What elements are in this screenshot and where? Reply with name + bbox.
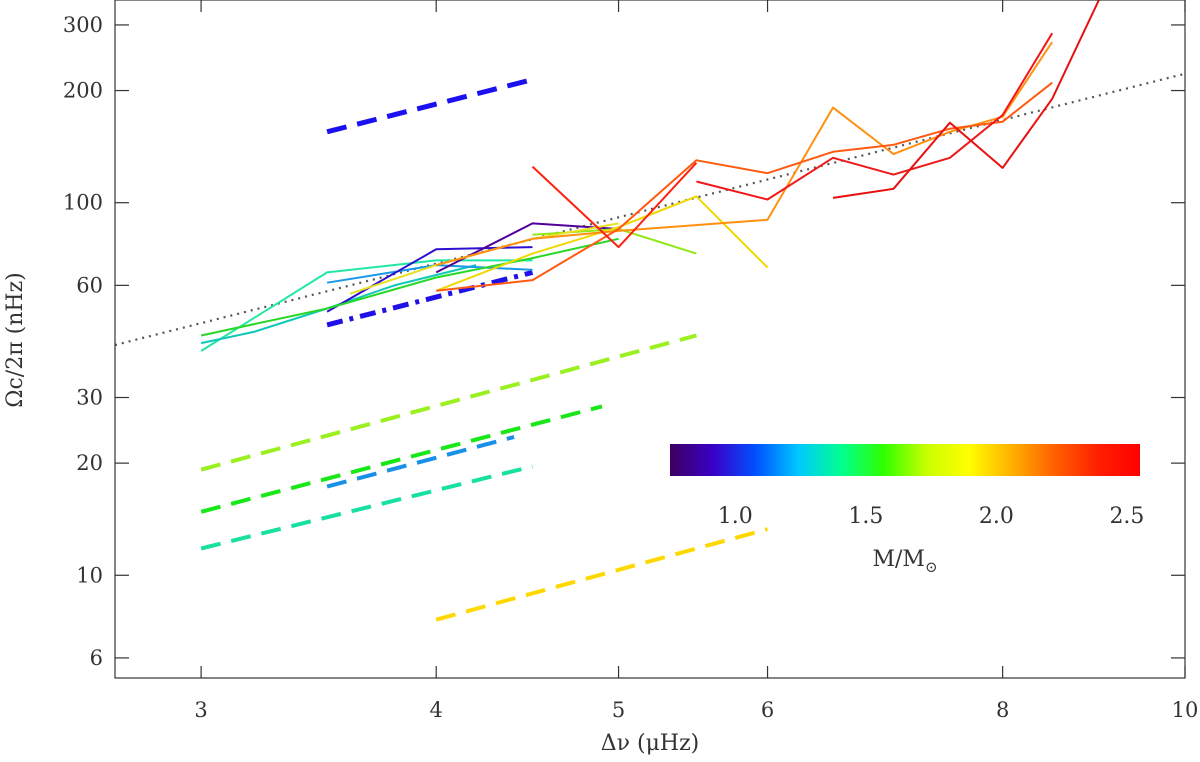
x-tick-label: 4 — [430, 698, 443, 722]
fit-line — [115, 72, 1185, 347]
x-tick-label: 10 — [1172, 698, 1199, 722]
colorbar-label: M/M⊙ — [872, 547, 937, 576]
y-tick-label: 6 — [90, 646, 103, 670]
series-star-cyan-green — [200, 259, 533, 352]
colorbar-gradient — [670, 444, 1140, 476]
series-model-dash-yellow — [435, 527, 769, 622]
colorbar-tick-label: 2.5 — [1109, 504, 1144, 529]
y-tick-label: 20 — [76, 451, 103, 475]
series-star-yellow — [435, 195, 769, 292]
x-tick-label: 5 — [612, 698, 625, 722]
y-tick-label: 100 — [63, 191, 103, 215]
y-axis-title: Ωc/2π (nHz) — [3, 272, 28, 408]
series-star-red-b — [696, 32, 1054, 201]
series-star-chartreuse — [532, 228, 697, 255]
axis-ticks: 3 4 5 6 8 10 6 10 20 30 60 100 200 300 — [63, 0, 1198, 722]
series-star-red-c — [832, 0, 1100, 199]
plot-frame — [114, 0, 1186, 679]
y-tick-label: 300 — [63, 13, 103, 37]
x-axis-title: Δν (μHz) — [601, 731, 700, 756]
series-model-dash-aqua — [200, 464, 533, 551]
colorbar-tick-label: 1.0 — [718, 504, 753, 529]
colorbar-tick-label: 1.5 — [848, 504, 883, 529]
series-star-orange — [435, 41, 1054, 267]
colorbar-tick-label: 2.0 — [979, 504, 1014, 529]
series-model-dash-green — [200, 404, 603, 514]
series-model-dash-blue-top — [326, 77, 534, 135]
y-tick-label: 10 — [76, 563, 103, 587]
series-model-dash-azure — [326, 435, 515, 489]
y-tick-label: 30 — [76, 386, 103, 410]
series-star-red-a — [531, 162, 698, 249]
series-star-green — [200, 237, 619, 337]
y-tick-label: 200 — [63, 79, 103, 103]
colorbar: 1.0 1.5 2.0 2.5 M/M⊙ — [670, 444, 1144, 576]
series-star-orange-red — [436, 81, 1053, 292]
series-model-dashdot-blue — [326, 269, 534, 328]
fit-layer — [115, 72, 1185, 347]
series-layer — [200, 0, 1100, 622]
x-tick-label: 6 — [761, 698, 774, 722]
series-model-dash-lime — [200, 333, 697, 472]
x-tick-label: 3 — [194, 698, 207, 722]
y-tick-label: 60 — [76, 273, 103, 297]
x-tick-label: 8 — [996, 698, 1009, 722]
